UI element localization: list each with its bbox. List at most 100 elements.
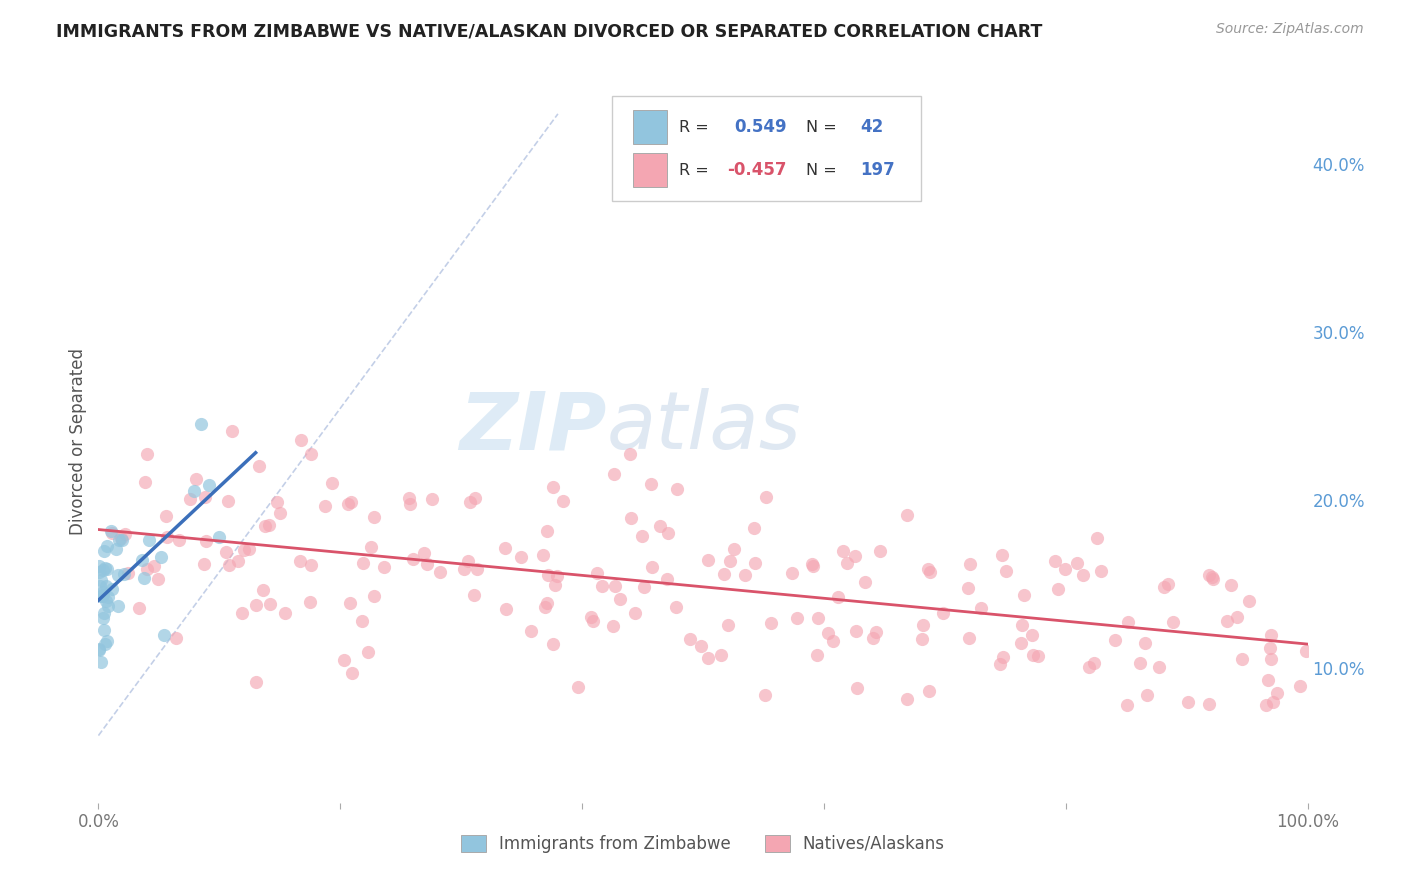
Point (911, 632, 934, 646)
Point (1085, 531, 1108, 545)
Point (1230, 652, 1253, 666)
Point (1011, 618, 1033, 632)
Point (238, 542, 260, 557)
Point (1136, 688, 1159, 702)
Point (131, 553, 153, 567)
Point (631, 529, 654, 543)
Point (827, 590, 849, 604)
Point (134, 475, 156, 489)
Point (1257, 673, 1279, 688)
Point (458, 495, 481, 509)
Point (1202, 572, 1225, 586)
Point (247, 458, 270, 473)
Point (299, 595, 322, 609)
Point (666, 482, 689, 496)
Point (208, 530, 231, 544)
Point (111, 533, 134, 548)
Text: R =: R = (679, 162, 714, 178)
Point (710, 648, 733, 662)
Point (869, 543, 891, 558)
Point (142, 559, 165, 574)
Point (101, 525, 124, 540)
Text: atlas: atlas (606, 388, 801, 467)
Point (314, 499, 336, 513)
Point (1163, 615, 1185, 629)
Point (1260, 652, 1282, 666)
Point (801, 557, 824, 571)
Point (96, 562, 118, 576)
Point (862, 631, 884, 645)
Point (156, 530, 179, 544)
Point (100, 524, 122, 538)
Point (1261, 696, 1284, 710)
Point (183, 483, 205, 498)
Point (546, 569, 568, 583)
Point (269, 507, 291, 521)
Point (97, 590, 120, 604)
Point (350, 614, 373, 628)
Point (186, 472, 208, 486)
Point (179, 492, 201, 507)
Point (299, 447, 322, 461)
Point (357, 645, 380, 659)
Point (93, 544, 115, 558)
Point (167, 533, 190, 548)
Point (744, 557, 766, 571)
Point (91, 590, 114, 604)
Point (90, 655, 112, 669)
Point (1116, 615, 1139, 629)
Point (1177, 695, 1199, 709)
Point (363, 510, 385, 524)
Point (415, 557, 437, 571)
Point (609, 591, 631, 606)
Point (93, 623, 115, 637)
Point (464, 491, 486, 505)
Point (520, 624, 543, 638)
Point (1045, 554, 1067, 568)
Point (543, 479, 565, 493)
Point (896, 691, 918, 706)
Point (165, 631, 187, 645)
Text: Source: ZipAtlas.com: Source: ZipAtlas.com (1216, 22, 1364, 37)
Point (957, 581, 980, 595)
Point (1201, 570, 1223, 584)
Point (274, 607, 297, 621)
Point (1090, 564, 1112, 578)
Point (911, 618, 934, 632)
Point (233, 543, 256, 558)
Point (807, 611, 830, 625)
Point (551, 493, 574, 508)
Point (363, 589, 385, 603)
Point (603, 579, 626, 593)
Point (94, 561, 117, 575)
Point (990, 548, 1012, 562)
Point (619, 447, 641, 461)
Point (536, 524, 558, 538)
Point (352, 556, 374, 570)
Point (91, 588, 114, 602)
Point (90, 589, 112, 603)
Point (215, 544, 238, 558)
Point (633, 580, 655, 594)
Point (1198, 567, 1220, 582)
Point (579, 610, 602, 624)
Point (846, 681, 869, 696)
Point (1157, 576, 1180, 591)
Point (91, 585, 114, 599)
Point (624, 606, 647, 620)
Point (585, 566, 607, 581)
Point (1295, 644, 1317, 658)
Point (717, 618, 740, 632)
Point (817, 626, 839, 640)
Text: 197: 197 (860, 161, 896, 179)
Point (734, 568, 756, 582)
Point (339, 495, 361, 509)
Point (1265, 686, 1288, 700)
Point (657, 526, 679, 541)
Point (917, 561, 939, 575)
Point (136, 447, 159, 461)
Point (534, 599, 557, 614)
Point (1260, 628, 1282, 642)
Point (108, 533, 131, 547)
Point (217, 494, 239, 508)
